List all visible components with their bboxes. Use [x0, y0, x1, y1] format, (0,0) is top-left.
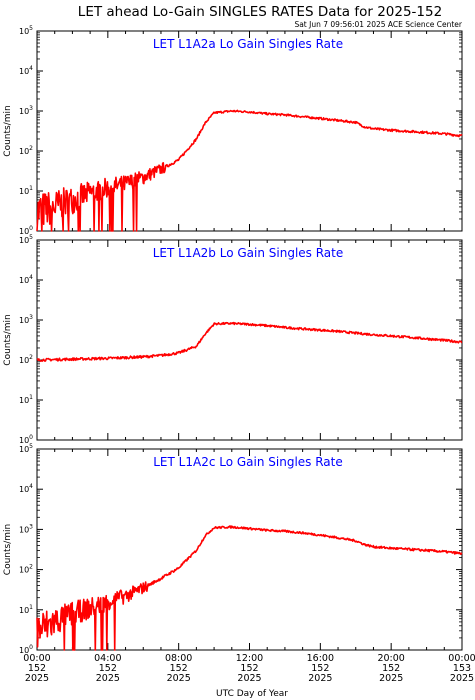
y-tick-label: 104 — [19, 483, 33, 494]
y-tick-label: 105 — [19, 234, 33, 245]
x-tick-label: 2025 — [167, 673, 191, 684]
chart-panels: 100 101 102 103 104 105 Counts/min LET L1A2a Lo… — [3, 25, 463, 655]
y-tick-label: 100 — [19, 225, 33, 236]
y-tick-label: 101 — [19, 604, 33, 615]
y-tick-label: 105 — [19, 25, 33, 36]
x-tick-label: 152 — [240, 663, 258, 674]
y-tick-label: 102 — [19, 145, 33, 156]
y-tick-label: 103 — [19, 105, 33, 116]
chart-panel-3: 100 101 102 103 104 105 Counts/min LET L1A2c Lo… — [3, 443, 463, 655]
rate-series-line — [36, 321, 463, 362]
y-tick-label: 103 — [19, 523, 33, 534]
x-axis-labels: 00:00152202504:00152202508:00152202512:0… — [23, 653, 475, 684]
chart-panel-2: 100 101 102 103 104 105 Counts/min LET L1A2b Lo… — [3, 234, 463, 445]
rate-series-line — [36, 525, 463, 651]
y-tick-label: 102 — [19, 564, 33, 575]
figure-title: LET ahead Lo-Gain SINGLES RATES Data for… — [78, 4, 442, 20]
x-tick-label: 08:00 — [165, 653, 192, 664]
panel-title: LET L1A2c Lo Gain Singles Rate — [153, 455, 343, 469]
y-tick-label: 100 — [19, 644, 33, 655]
x-tick-label: 20:00 — [377, 653, 404, 664]
x-tick-label: 2025 — [237, 673, 261, 684]
x-tick-label: 152 — [382, 663, 400, 674]
y-tick-label: 104 — [19, 65, 33, 76]
x-tick-label: 00:00 — [448, 653, 475, 664]
x-tick-label: 2025 — [96, 673, 120, 684]
x-tick-label: 152 — [28, 663, 46, 674]
x-tick-label: 00:00 — [23, 653, 50, 664]
y-tick-label: 102 — [19, 354, 33, 365]
x-tick-label: 2025 — [379, 673, 403, 684]
x-tick-label: 2025 — [25, 673, 49, 684]
y-axis-label: Counts/min — [3, 524, 13, 575]
chart-panel-1: 100 101 102 103 104 105 Counts/min LET L1A2a Lo… — [3, 25, 463, 236]
x-axis-label: UTC Day of Year — [216, 689, 288, 699]
plot-frame — [36, 239, 463, 441]
x-tick-label: 153 — [453, 663, 471, 674]
x-tick-label: 12:00 — [236, 653, 263, 664]
rate-series-line — [36, 109, 463, 232]
x-tick-label: 152 — [311, 663, 329, 674]
y-tick-label: 101 — [19, 185, 33, 196]
x-tick-label: 152 — [99, 663, 117, 674]
y-axis-label: Counts/min — [3, 105, 13, 156]
y-tick-label: 103 — [19, 314, 33, 325]
x-tick-label: 152 — [170, 663, 188, 674]
x-tick-label: 04:00 — [94, 653, 121, 664]
x-tick-label: 2025 — [308, 673, 332, 684]
x-tick-label: 2025 — [450, 673, 474, 684]
y-tick-label: 101 — [19, 394, 33, 405]
panel-title: LET L1A2a Lo Gain Singles Rate — [153, 37, 343, 51]
x-tick-label: 16:00 — [307, 653, 334, 664]
generation-timestamp: Sat Jun 7 09:56:01 2025 ACE Science Cent… — [294, 20, 462, 29]
y-axis-label: Counts/min — [3, 314, 13, 365]
y-tick-label: 104 — [19, 274, 33, 285]
y-tick-label: 100 — [19, 434, 33, 445]
y-tick-label: 105 — [19, 443, 33, 454]
panel-title: LET L1A2b Lo Gain Singles Rate — [153, 246, 344, 260]
